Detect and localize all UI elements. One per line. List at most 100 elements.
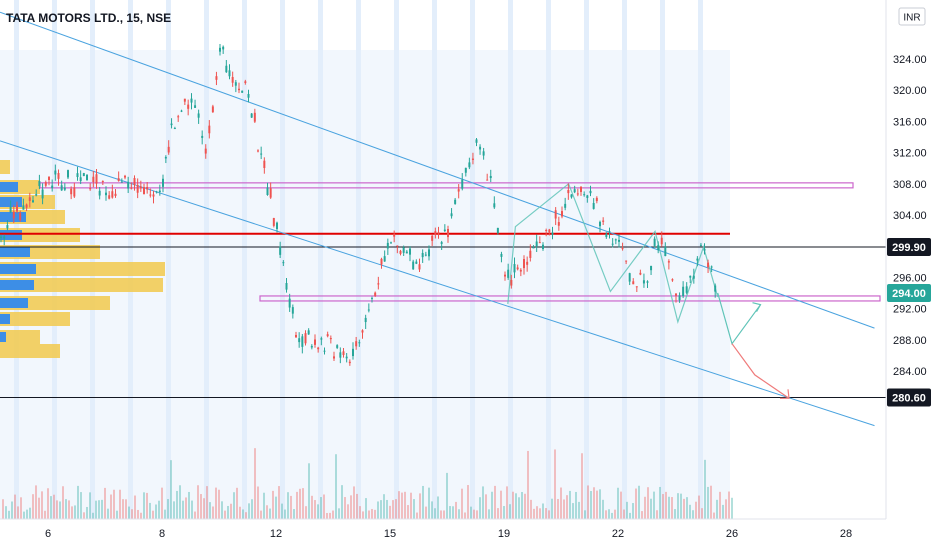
volume-bar: [212, 506, 214, 519]
volume-bar: [290, 495, 292, 519]
volume-bar: [92, 512, 94, 519]
candle-body: [486, 179, 489, 181]
volume-bar: [614, 509, 616, 519]
volume-bar: [554, 449, 556, 519]
volume-bar: [677, 493, 679, 519]
volume-bar: [47, 488, 49, 519]
candle-body: [367, 309, 370, 311]
candle-body: [678, 295, 681, 301]
candle-body: [180, 110, 183, 112]
time-axis[interactable]: 6 8 12 15 19 22 26 28: [45, 528, 852, 540]
channel-upper-line: [0, 11, 875, 329]
volume-bar: [65, 499, 67, 519]
price-badge: [887, 284, 931, 302]
volume-bar: [188, 491, 190, 519]
candle-body: [82, 173, 85, 177]
candle-body: [86, 174, 88, 181]
projection-arrows[interactable]: [717, 292, 790, 399]
candle-body: [247, 93, 250, 98]
candle-body: [667, 261, 670, 263]
candle-body: [464, 167, 467, 173]
volume-bar: [95, 500, 97, 519]
volume-bar: [698, 495, 700, 519]
candle-body: [114, 193, 117, 196]
candle-body: [415, 261, 418, 264]
volume-bar: [35, 485, 37, 519]
x-tick-label: 15: [384, 528, 396, 540]
price-candles: [0, 43, 717, 366]
volume-bar: [722, 504, 724, 519]
volume-bar: [32, 494, 34, 519]
candle-body: [298, 338, 301, 343]
volume-bar: [620, 491, 622, 519]
volume-bar: [302, 488, 304, 519]
volume-bar: [119, 489, 121, 519]
candle-body: [621, 248, 624, 250]
support-zone: [259, 295, 881, 302]
candle-body: [699, 244, 702, 246]
volume-bar: [494, 485, 496, 519]
volume-bar: [608, 509, 610, 519]
session-separator: [90, 0, 95, 519]
candle-body: [542, 244, 544, 249]
volume-bar: [458, 509, 460, 519]
volume-bar: [299, 488, 301, 519]
volume-profile-bar-inner: [0, 280, 34, 290]
volume-bar: [650, 498, 652, 519]
candle-body: [504, 274, 506, 277]
volume-bar: [215, 487, 217, 519]
candle-body: [468, 162, 471, 168]
volume-bar: [248, 503, 250, 519]
volume-bar: [20, 497, 22, 519]
symbol-title: TATA MOTORS LTD., 15, NSE: [6, 11, 171, 25]
volume-bar: [320, 497, 322, 519]
volume-bar: [668, 496, 670, 519]
candle-body: [618, 239, 620, 242]
volume-bar: [389, 505, 391, 519]
currency-badge: INR: [903, 13, 920, 24]
candle-body: [326, 334, 329, 337]
candle-body: [244, 81, 247, 83]
candle-body: [364, 317, 367, 323]
session-separator: [128, 0, 133, 519]
descending-channel[interactable]: [0, 11, 875, 427]
volume-bar: [17, 506, 19, 519]
volume-bar: [704, 459, 706, 519]
volume-bar: [182, 500, 184, 519]
volume-bar: [707, 486, 709, 519]
candle-body: [386, 242, 389, 249]
currency-badge-box[interactable]: [898, 7, 926, 26]
candle-body: [418, 264, 421, 270]
candle-body: [519, 269, 522, 272]
candle-body: [177, 116, 180, 118]
candle-body: [51, 185, 54, 189]
volume-bar: [110, 494, 112, 519]
volume-bar: [683, 498, 685, 519]
candle-body: [431, 235, 434, 241]
volume-bar: [263, 492, 265, 519]
candle-body: [557, 222, 560, 226]
session-separator: [394, 0, 399, 519]
candle-body: [234, 82, 237, 86]
candle-body: [513, 264, 516, 273]
volume-bar: [431, 501, 433, 519]
volume-bar: [209, 502, 211, 519]
volume-bar: [467, 485, 469, 519]
candle-body: [162, 178, 164, 187]
candle-body: [108, 195, 111, 199]
volume-bar: [155, 504, 157, 519]
candle-body: [348, 361, 351, 364]
candle-body: [276, 222, 278, 229]
volume-bar: [227, 505, 229, 519]
volume-bar: [575, 491, 577, 519]
candle-body: [98, 190, 101, 196]
candle-body: [127, 181, 130, 189]
volume-bar: [365, 498, 367, 519]
candle-body: [3, 236, 6, 239]
x-tick-label: 12: [270, 528, 282, 540]
candle-body: [342, 351, 345, 356]
candle-body: [269, 188, 272, 198]
volume-profile-bar: [0, 312, 70, 326]
candle-body: [614, 239, 617, 241]
